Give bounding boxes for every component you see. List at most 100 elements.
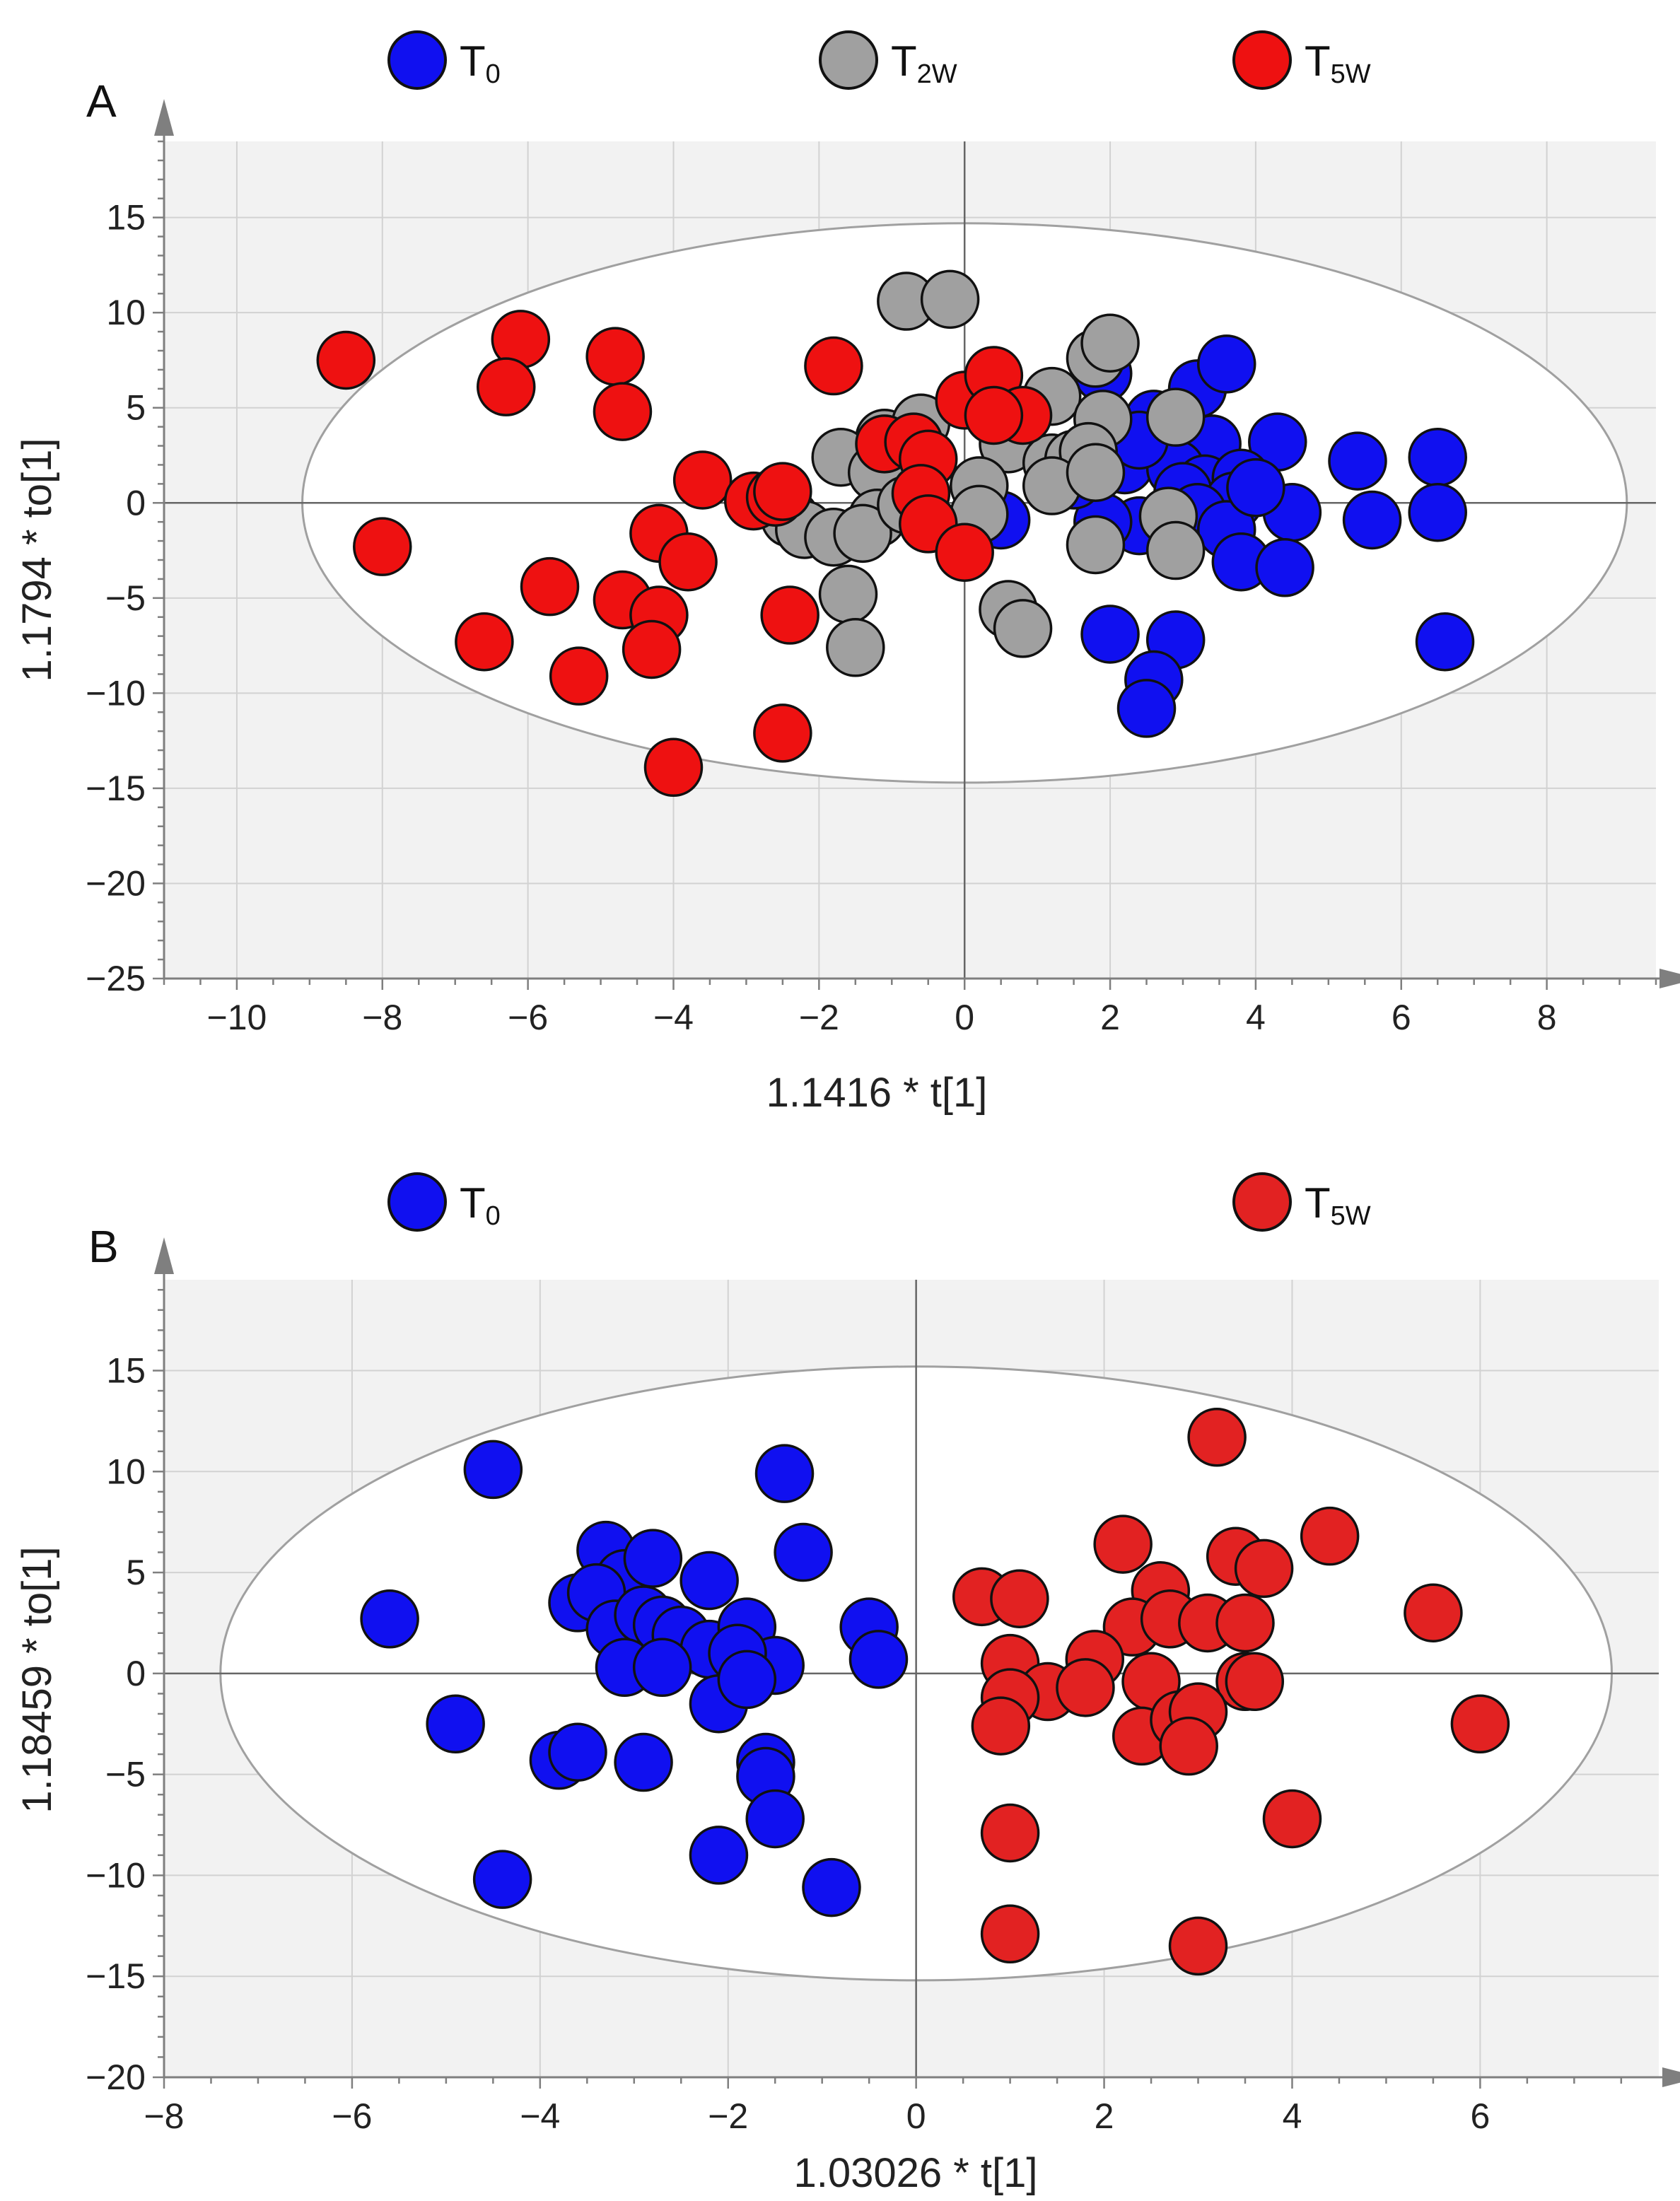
data-point-t5w — [549, 646, 609, 706]
data-point-t5w — [1093, 1514, 1153, 1574]
data-point-t0 — [1415, 612, 1475, 672]
legend-item-t0: T0 — [387, 30, 501, 90]
x-tick-label: 4 — [1246, 998, 1266, 1037]
data-point-t0 — [1255, 538, 1314, 597]
y-tick-label: 15 — [106, 198, 146, 238]
legend-marker — [387, 1172, 447, 1232]
x-axis-arrow — [1659, 969, 1680, 988]
x-tick-label: 2 — [1100, 998, 1120, 1037]
x-tick-label: −8 — [362, 998, 402, 1037]
legend-label-main: T — [1305, 1179, 1331, 1227]
data-point-t5w — [658, 532, 718, 592]
data-point-t0 — [679, 1551, 739, 1611]
series-t5w — [952, 1407, 1510, 1976]
series-t0 — [360, 1440, 909, 1917]
data-point-t5w — [1187, 1407, 1247, 1467]
legend-marker — [819, 30, 878, 90]
data-point-t5w — [1450, 1694, 1510, 1754]
data-point-t5w — [593, 382, 653, 441]
data-point-t5w — [990, 1569, 1049, 1628]
data-point-t5w — [585, 327, 645, 386]
data-point-t0 — [1080, 605, 1140, 664]
data-point-t5w — [1404, 1583, 1463, 1642]
data-point-t0 — [745, 1789, 805, 1849]
data-point-t5w — [1159, 1716, 1218, 1776]
data-point-t5w — [316, 330, 376, 390]
x-tick-label: −2 — [708, 2096, 748, 2136]
legend-label-subscript: 0 — [486, 59, 501, 89]
legend-label: T0 — [460, 37, 501, 89]
data-point-t5w — [455, 612, 514, 672]
x-tick-label: −8 — [144, 2096, 184, 2136]
data-point-t2w — [818, 564, 878, 624]
data-point-t0 — [1226, 457, 1285, 518]
data-point-t0 — [689, 1826, 749, 1885]
data-point-t2w — [833, 503, 892, 564]
data-point-t5w — [1300, 1506, 1360, 1566]
data-point-t0 — [463, 1440, 523, 1500]
data-point-t0 — [1408, 482, 1467, 542]
legend: T0 T5W — [387, 1172, 1371, 1232]
legend-label-main: T — [1305, 37, 1331, 85]
y-tick-label: 5 — [126, 1553, 146, 1592]
data-point-t2w — [993, 599, 1053, 658]
data-point-t2w — [1080, 313, 1140, 373]
data-point-t2w — [1066, 443, 1126, 502]
data-point-t0 — [360, 1589, 419, 1649]
data-point-t0 — [548, 1722, 607, 1782]
legend-label-subscript: 5W — [1331, 1201, 1371, 1231]
y-tick-label: −10 — [86, 1855, 146, 1895]
legend-item-t5w: T5W — [1232, 30, 1371, 90]
data-point-t5w — [477, 357, 536, 416]
data-point-t0 — [1116, 679, 1177, 738]
legend-item-t0: T0 — [387, 1172, 501, 1232]
x-tick-label: −2 — [799, 998, 839, 1037]
data-point-t5w — [1262, 1789, 1322, 1849]
data-point-t5w — [753, 462, 812, 521]
x-tick-label: 8 — [1537, 998, 1557, 1037]
data-point-t2w — [1145, 387, 1206, 447]
legend-label-subscript: 0 — [486, 1201, 501, 1231]
data-point-t5w — [1168, 1916, 1228, 1976]
data-point-t5w — [804, 336, 863, 396]
x-tick-label: 2 — [1095, 2096, 1114, 2136]
data-point-t0 — [623, 1529, 683, 1588]
x-tick-label: 0 — [955, 998, 974, 1037]
legend-label: T0 — [460, 1179, 501, 1231]
legend-marker — [1232, 30, 1292, 90]
data-point-t5w — [980, 1803, 1040, 1863]
data-point-t2w — [826, 618, 885, 677]
y-tick-label: −5 — [105, 578, 146, 618]
x-axis-title: 1.03026 * t[1] — [793, 2150, 1037, 2196]
y-tick-label: 0 — [126, 1654, 146, 1693]
data-point-t0 — [1408, 427, 1467, 487]
x-tick-label: 0 — [906, 2096, 926, 2136]
data-point-t5w — [672, 450, 733, 510]
legend-marker — [387, 30, 447, 90]
y-tick-label: 15 — [106, 1351, 146, 1391]
legend-item-t2w: T2W — [819, 30, 957, 90]
data-point-t5w — [1234, 1539, 1294, 1599]
data-point-t0 — [1342, 490, 1402, 550]
data-point-t0 — [848, 1630, 909, 1689]
y-axis-arrow — [154, 99, 174, 136]
y-tick-label: −20 — [86, 2057, 146, 2097]
legend-label: T5W — [1305, 1179, 1371, 1231]
axes — [153, 1237, 1680, 2089]
x-axis-title: 1.1416 * t[1] — [766, 1070, 988, 1116]
legend-label-main: T — [460, 37, 486, 85]
data-point-t2w — [920, 269, 980, 329]
data-point-t5w — [964, 385, 1024, 445]
data-point-t5w — [643, 737, 704, 798]
y-tick-label: −15 — [86, 1956, 146, 1996]
data-point-t5w — [971, 1696, 1031, 1756]
data-point-t5w — [760, 585, 819, 645]
data-point-t0 — [614, 1732, 673, 1792]
legend-label-subscript: 5W — [1331, 59, 1371, 89]
legend-label-subscript: 2W — [917, 59, 957, 89]
data-point-t2w — [1066, 515, 1126, 575]
data-point-t0 — [1328, 431, 1387, 491]
data-point-t0 — [802, 1857, 861, 1917]
axes — [153, 99, 1680, 990]
